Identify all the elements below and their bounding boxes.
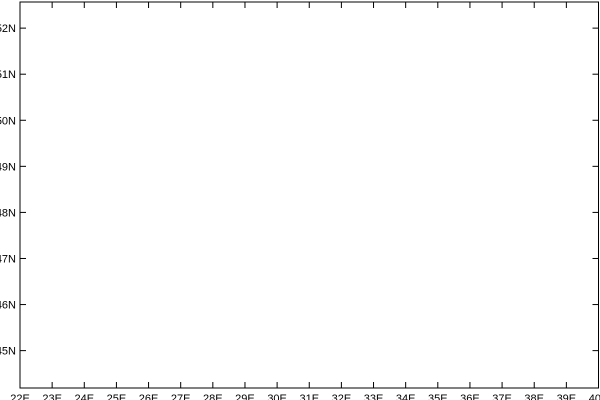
svg-text:40E: 40E bbox=[589, 393, 600, 400]
svg-text:23E: 23E bbox=[42, 393, 62, 400]
svg-text:38E: 38E bbox=[524, 393, 544, 400]
svg-text:36E: 36E bbox=[460, 393, 480, 400]
svg-text:34E: 34E bbox=[396, 393, 416, 400]
svg-text:50N: 50N bbox=[0, 115, 16, 127]
svg-text:37E: 37E bbox=[492, 393, 512, 400]
svg-text:52N: 52N bbox=[0, 23, 16, 35]
svg-text:31E: 31E bbox=[299, 393, 319, 400]
svg-text:45N: 45N bbox=[0, 346, 16, 358]
svg-text:32E: 32E bbox=[332, 393, 352, 400]
svg-text:25E: 25E bbox=[107, 393, 127, 400]
svg-text:48N: 48N bbox=[0, 207, 16, 219]
svg-text:29E: 29E bbox=[235, 393, 255, 400]
svg-text:46N: 46N bbox=[0, 300, 16, 312]
svg-text:35E: 35E bbox=[428, 393, 448, 400]
svg-text:47N: 47N bbox=[0, 253, 16, 265]
svg-text:22E: 22E bbox=[10, 393, 30, 400]
svg-text:51N: 51N bbox=[0, 69, 16, 81]
svg-text:39E: 39E bbox=[557, 393, 577, 400]
svg-text:27E: 27E bbox=[171, 393, 191, 400]
svg-text:28E: 28E bbox=[203, 393, 223, 400]
svg-text:24E: 24E bbox=[74, 393, 94, 400]
svg-text:30E: 30E bbox=[267, 393, 287, 400]
svg-text:49N: 49N bbox=[0, 161, 16, 173]
svg-text:26E: 26E bbox=[139, 393, 159, 400]
svg-text:33E: 33E bbox=[364, 393, 384, 400]
